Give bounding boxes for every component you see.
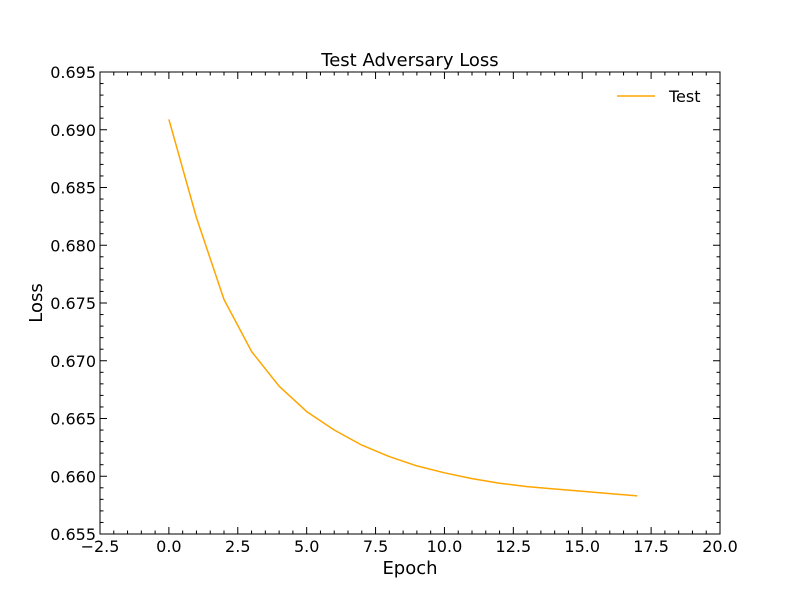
y-tick-label: 0.690 [50,121,96,140]
x-tick-label: 20.0 [702,537,738,556]
y-tick-label: 0.665 [50,410,96,429]
y-tick-label: 0.660 [50,467,96,486]
plot-frame [99,71,721,535]
chart-title: Test Adversary Loss [320,50,498,71]
series-layer [168,119,638,497]
y-tick-label: 0.685 [50,179,96,198]
y-axis-ticks: 0.655 0.660 0.665 0.670 0.675 0.680 0.685 0.690… [50,63,720,544]
x-axis-title: Epoch [382,558,437,579]
legend-label: Test [668,87,701,106]
x-tick-label: 10.0 [427,537,463,556]
legend: Test [617,87,701,106]
minor-ticks [100,72,720,534]
x-tick-label: 0.0 [156,537,181,556]
x-tick-label: 5.0 [294,537,319,556]
x-tick-label: 7.5 [363,537,388,556]
y-tick-label: 0.680 [50,236,96,255]
x-tick-label: −2.5 [81,537,120,556]
series-line-test [168,119,638,497]
x-tick-label: 15.0 [564,537,600,556]
x-tick-label: 17.5 [633,537,669,556]
y-tick-label: 0.675 [50,294,96,313]
y-tick-label: 0.655 [50,525,96,544]
x-tick-label: 2.5 [225,537,250,556]
y-tick-label: 0.670 [50,352,96,371]
x-tick-label: 12.5 [496,537,532,556]
x-axis-ticks: −2.5 0.0 2.5 5.0 7.5 10.0 12.5 15.0 17.5 20.0 [81,72,738,556]
y-tick-label: 0.695 [50,63,96,82]
y-axis-title: Loss [26,283,47,322]
